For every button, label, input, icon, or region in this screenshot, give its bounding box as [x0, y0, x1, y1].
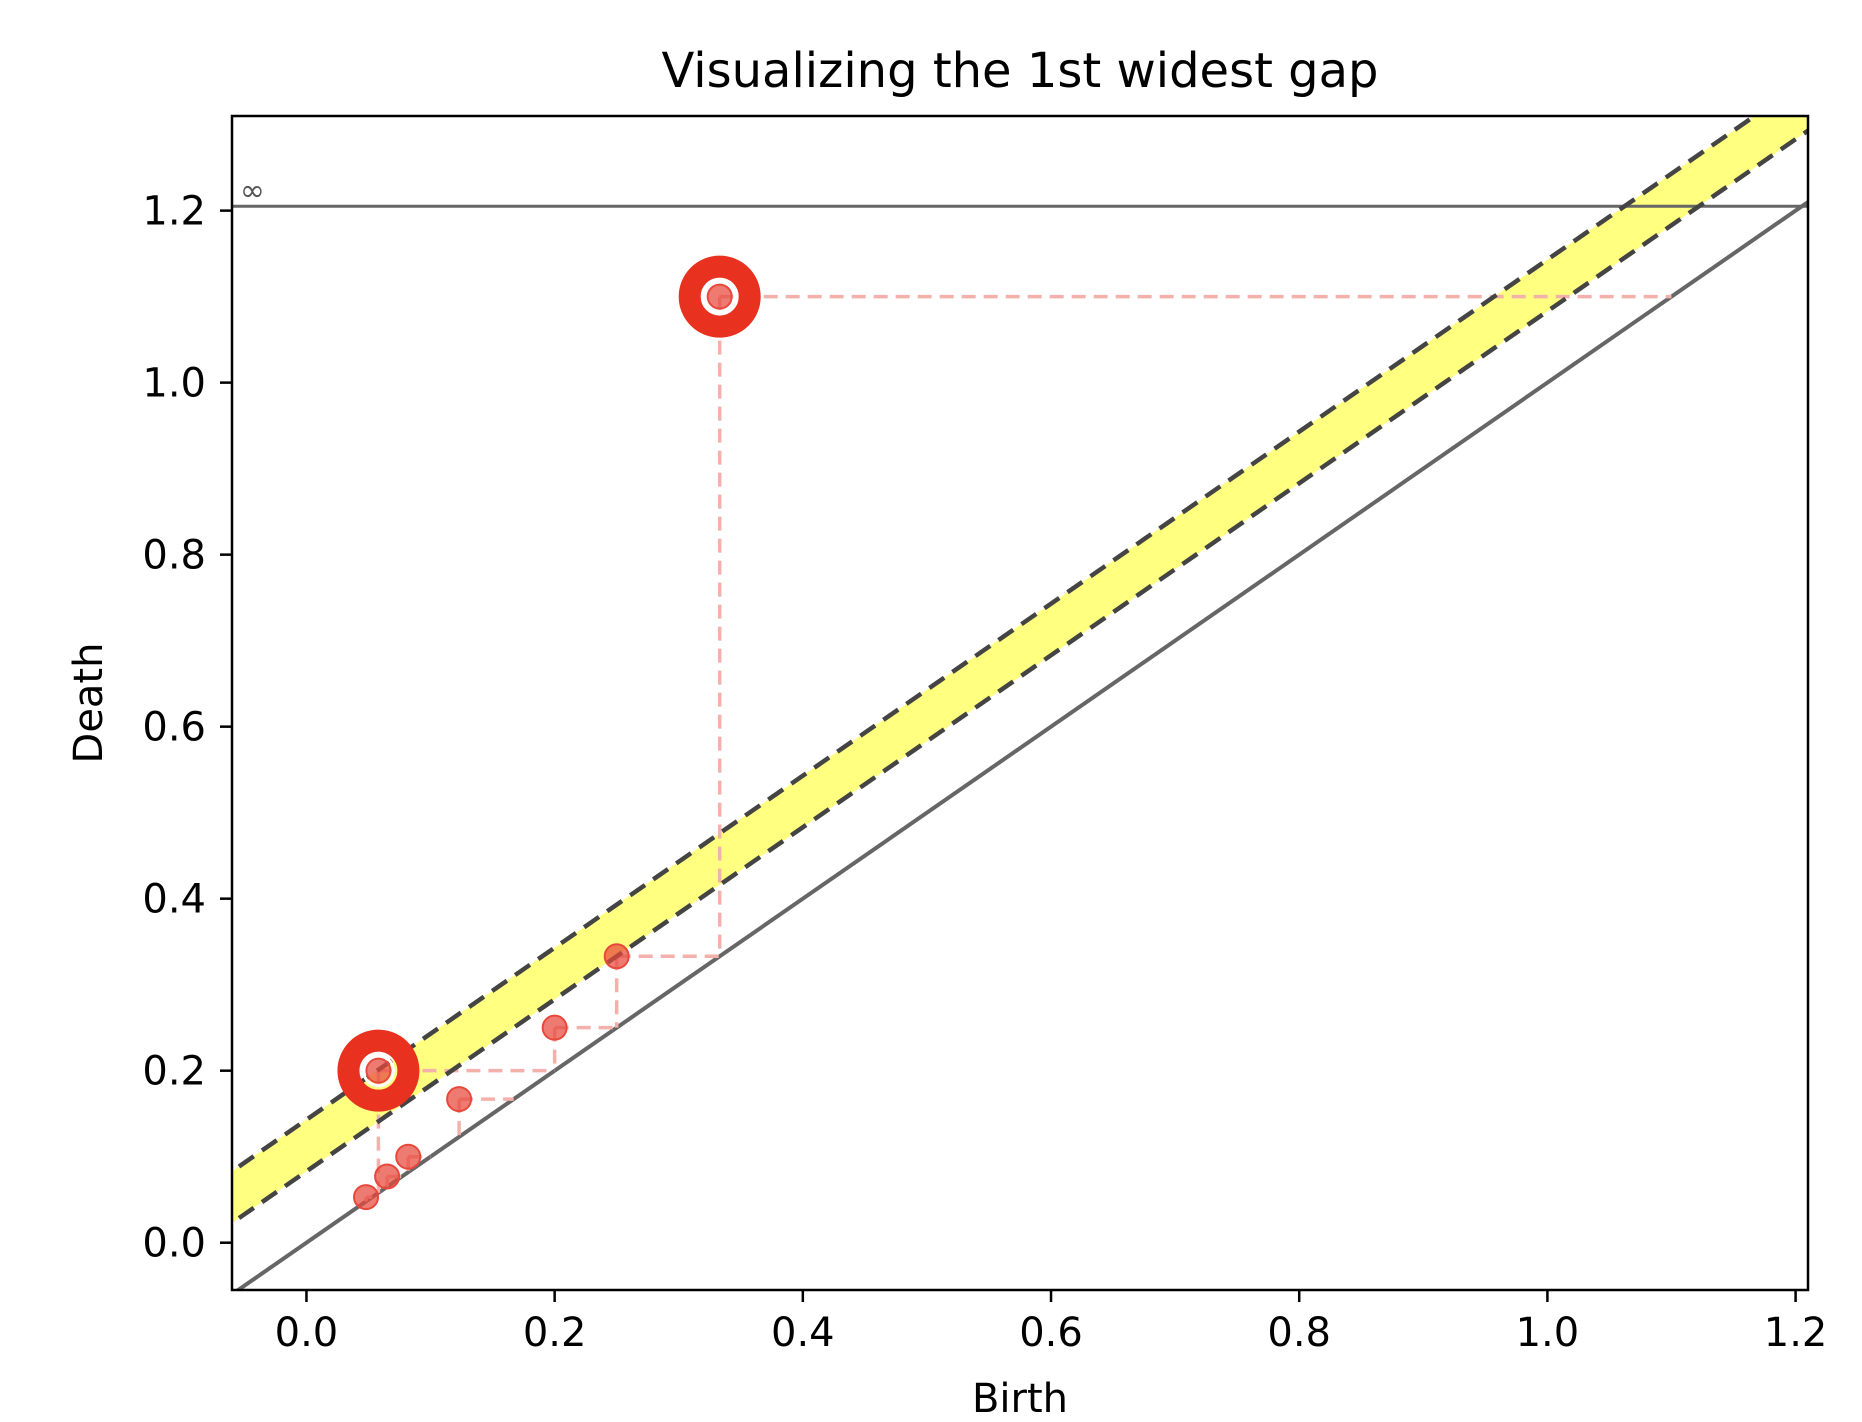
- chart-title: Visualizing the 1st widest gap: [662, 43, 1379, 99]
- highlight-ring: [337, 1029, 420, 1112]
- data-point: [395, 1143, 422, 1170]
- y-tick-label: 0.2: [142, 1049, 206, 1095]
- y-axis: 0.0 0.2 0.4 0.6 0.8 1.0 1.2: [142, 189, 232, 1267]
- y-tick-label: 0.4: [142, 877, 206, 923]
- data-point: [603, 943, 630, 970]
- x-tick-label: 0.4: [771, 1310, 835, 1356]
- y-tick-label: 1.2: [142, 189, 206, 235]
- data-point: [446, 1086, 473, 1113]
- plot-frame: [230, 114, 1810, 1292]
- x-axis: 0.0 0.2 0.4 0.6 0.8 1.0 1.2: [275, 1290, 1828, 1356]
- data-point: [541, 1014, 568, 1041]
- y-tick-label: 1.0: [142, 361, 206, 407]
- gap-band-lower-edge: [232, 127, 1808, 1226]
- infinity-label: ∞: [240, 173, 265, 208]
- plot-area: [232, 116, 1808, 1290]
- data-point: [374, 1163, 401, 1190]
- x-tick-label: 0.0: [275, 1310, 339, 1356]
- data-point: [353, 1184, 380, 1211]
- guide-lines: [717, 294, 1672, 957]
- x-tick-label: 0.6: [1019, 1310, 1083, 1356]
- x-tick-label: 0.8: [1267, 1310, 1331, 1356]
- diagonal-line: [234, 200, 1808, 1290]
- data-point: [706, 283, 733, 310]
- x-tick-label: 1.0: [1516, 1310, 1580, 1356]
- x-axis-label: Birth: [972, 1376, 1068, 1422]
- x-tick-label: 1.2: [1764, 1310, 1828, 1356]
- y-tick-label: 0.6: [142, 705, 206, 751]
- y-axis-label: Death: [66, 643, 112, 764]
- gap-band-upper-edge: [232, 116, 1759, 1175]
- y-tick-label: 0.8: [142, 533, 206, 579]
- highlight-ring-inner: [703, 280, 737, 314]
- x-tick-label: 0.2: [523, 1310, 587, 1356]
- highlight-ring-inner: [361, 1054, 395, 1088]
- gap-band: [232, 116, 1808, 1223]
- highlight-ring: [678, 255, 761, 338]
- data-point: [365, 1057, 392, 1084]
- y-tick-label: 0.0: [142, 1221, 206, 1267]
